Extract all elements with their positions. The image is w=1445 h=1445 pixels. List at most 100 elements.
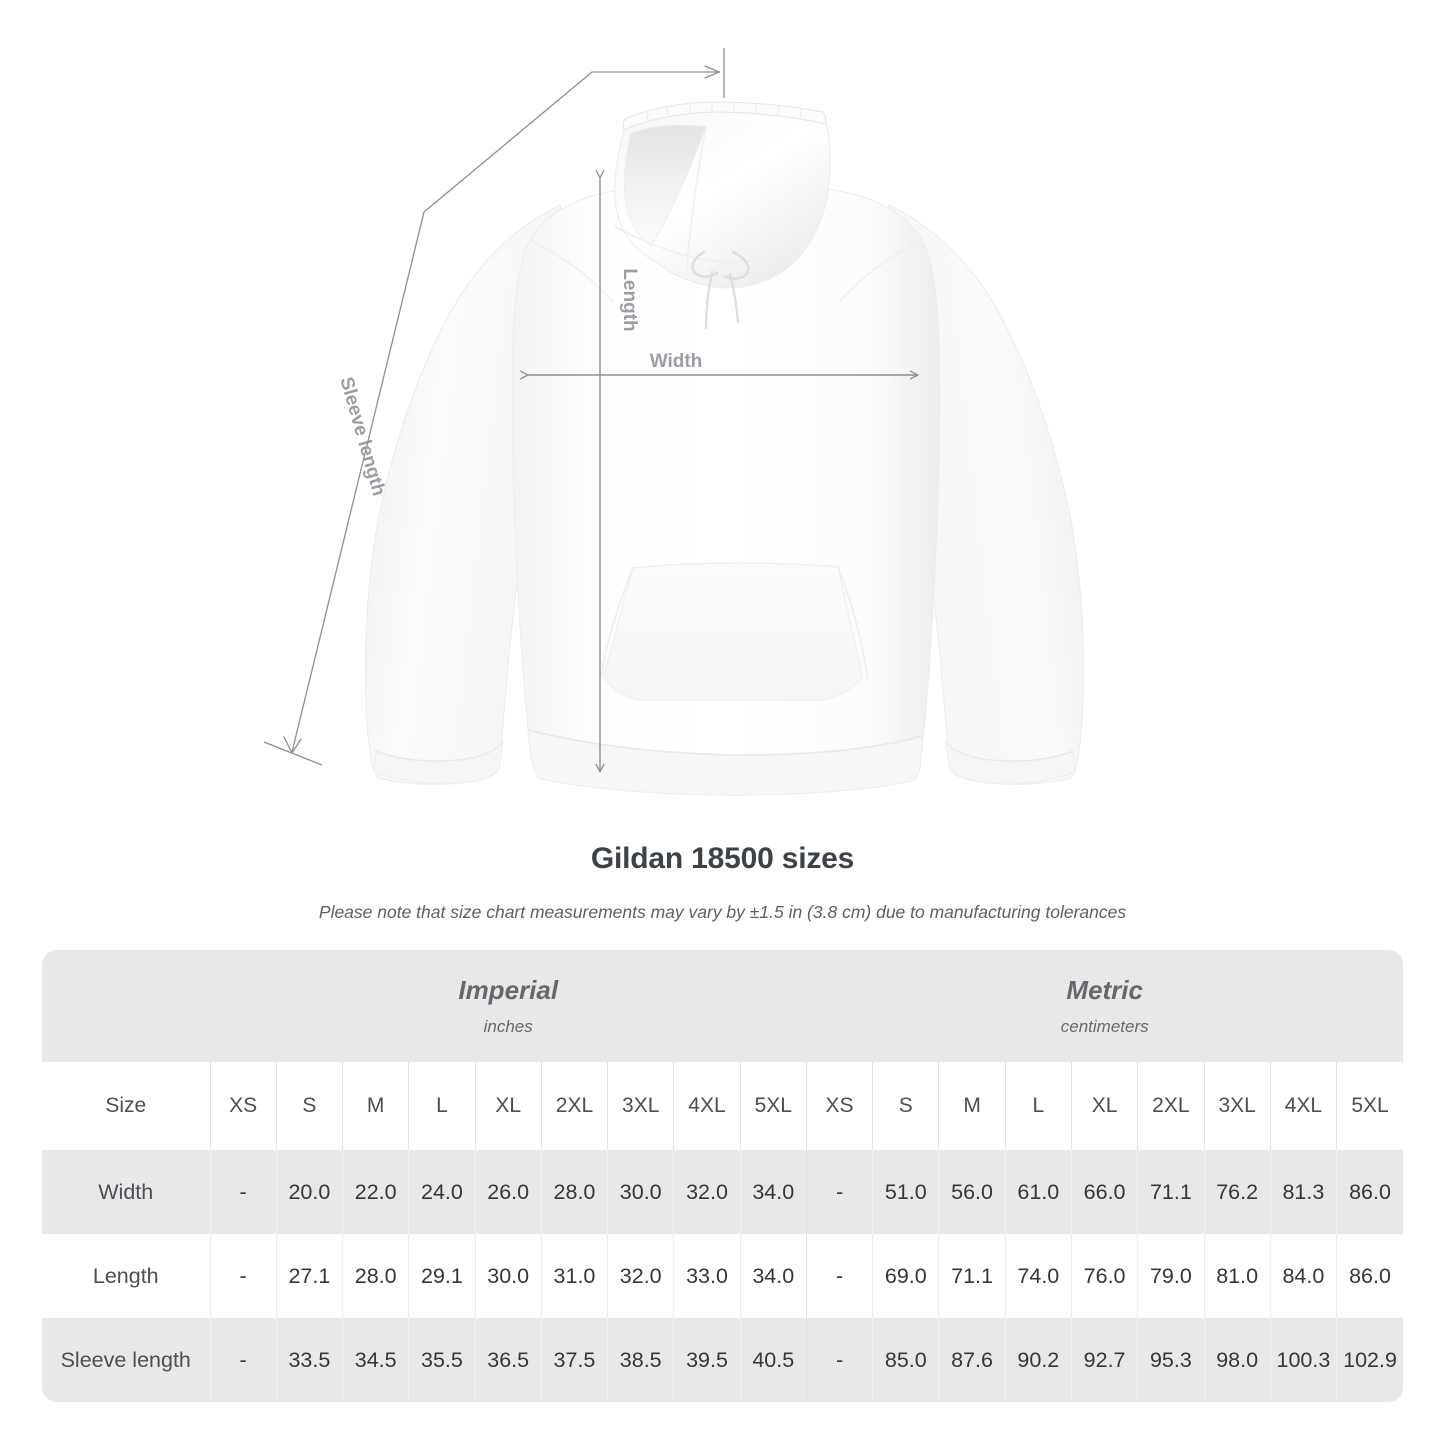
- cell-width-imperial-5: 28.0: [540, 1150, 608, 1234]
- kangaroo-pocket: [603, 562, 863, 701]
- header-metric-l: L: [1004, 1062, 1072, 1150]
- width-label: Width: [650, 351, 703, 372]
- table-row-sleeve-length: Sleeve length - 33.5 34.5 35.5 36.5 37.5…: [42, 1318, 1403, 1402]
- row-label-sleeve-length: Sleeve length: [42, 1318, 210, 1402]
- hood-top-edge: [622, 101, 827, 131]
- cell-length-metric-0: -: [805, 1234, 873, 1318]
- neckline-seam: [613, 225, 809, 263]
- right-shoulder-seam: [838, 239, 923, 303]
- table-row-width: Width - 20.0 22.0 24.0 26.0 28.0 30.0 32…: [42, 1150, 1403, 1234]
- header-imperial-xs: XS: [209, 1062, 277, 1150]
- unit-banner-spacer: [42, 950, 210, 1062]
- page-title: Gildan 18500 sizes: [590, 842, 855, 875]
- cell-sleeve-metric-0: -: [805, 1318, 873, 1402]
- cell-width-imperial-3: 24.0: [408, 1150, 476, 1234]
- cell-sleeve-metric-3: 90.2: [1004, 1318, 1072, 1402]
- cell-width-metric-2: 56.0: [938, 1150, 1006, 1234]
- cell-length-imperial-3: 29.1: [408, 1234, 476, 1318]
- header-size-label: Size: [42, 1062, 210, 1150]
- cell-length-imperial-2: 28.0: [342, 1234, 409, 1318]
- unit-name-metric: Metric: [1066, 974, 1143, 1005]
- title-block: Gildan 18500 sizes Please note that size…: [0, 840, 1445, 924]
- tolerance-note: Please note that size chart measurements…: [318, 902, 1127, 922]
- cell-sleeve-imperial-3: 35.5: [408, 1318, 476, 1402]
- cell-length-imperial-6: 32.0: [607, 1234, 674, 1318]
- row-label-width: Width: [42, 1150, 210, 1234]
- unit-cell-imperial: Imperial inches: [210, 950, 807, 1062]
- cell-sleeve-metric-6: 98.0: [1203, 1318, 1271, 1402]
- unit-banner-row: Imperial inches Metric centimeters: [42, 950, 1403, 1062]
- header-metric-m: M: [938, 1062, 1006, 1150]
- header-imperial-2xl: 2XL: [540, 1062, 608, 1150]
- table-row-length: Length - 27.1 28.0 29.1 30.0 31.0 32.0 3…: [42, 1234, 1403, 1318]
- cell-width-imperial-6: 30.0: [607, 1150, 674, 1234]
- header-imperial-3xl: 3XL: [607, 1062, 674, 1150]
- header-imperial-s: S: [275, 1062, 343, 1150]
- cell-length-imperial-5: 31.0: [540, 1234, 608, 1318]
- cell-sleeve-metric-8: 102.9: [1336, 1318, 1403, 1402]
- hoodie-garment: [365, 101, 1084, 796]
- sleeve-arrowhead-top: [704, 65, 720, 79]
- cell-sleeve-imperial-5: 37.5: [540, 1318, 608, 1402]
- cell-sleeve-imperial-4: 36.5: [474, 1318, 542, 1402]
- measurement-annotations: Length Width Sleeve length: [263, 48, 919, 773]
- header-metric-s: S: [872, 1062, 939, 1150]
- left-shoulder-seam: [529, 239, 614, 303]
- header-imperial-xl: XL: [474, 1062, 542, 1150]
- cell-width-imperial-7: 32.0: [673, 1150, 741, 1234]
- header-metric-xs: XS: [805, 1062, 873, 1150]
- cell-length-imperial-0: -: [209, 1234, 277, 1318]
- cell-width-metric-3: 61.0: [1004, 1150, 1072, 1234]
- hood-drawstring: [691, 250, 750, 330]
- sleeve-bottom-tick: [263, 741, 323, 766]
- hoodie-diagram-svg: Length Width Sleeve length: [263, 48, 1084, 796]
- cell-sleeve-imperial-6: 38.5: [607, 1318, 674, 1402]
- hood-inner-lining: [623, 124, 707, 247]
- cell-length-imperial-4: 30.0: [474, 1234, 542, 1318]
- header-metric-4xl: 4XL: [1269, 1062, 1337, 1150]
- cell-sleeve-metric-1: 85.0: [872, 1318, 939, 1402]
- cell-width-imperial-8: 34.0: [739, 1150, 807, 1234]
- unit-name-imperial: Imperial: [458, 974, 559, 1005]
- cell-width-metric-1: 51.0: [872, 1150, 939, 1234]
- hoodie-illustration: Length Width Sleeve length: [263, 48, 1084, 796]
- cell-length-metric-7: 84.0: [1269, 1234, 1337, 1318]
- cell-width-metric-7: 81.3: [1269, 1150, 1337, 1234]
- header-metric-5xl: 5XL: [1336, 1062, 1403, 1150]
- size-chart-table: Imperial inches Metric centimeters Size …: [42, 950, 1403, 1402]
- cell-width-metric-4: 66.0: [1070, 1150, 1138, 1234]
- cell-length-metric-1: 69.0: [872, 1234, 939, 1318]
- cell-width-imperial-1: 20.0: [275, 1150, 343, 1234]
- sleeve-length-label: Sleeve length: [335, 375, 389, 499]
- header-imperial-5xl: 5XL: [739, 1062, 807, 1150]
- unit-cell-metric: Metric centimeters: [806, 950, 1403, 1062]
- header-imperial-4xl: 4XL: [673, 1062, 741, 1150]
- header-metric-2xl: 2XL: [1137, 1062, 1204, 1150]
- cell-width-imperial-2: 22.0: [342, 1150, 409, 1234]
- cell-length-metric-6: 81.0: [1203, 1234, 1271, 1318]
- cell-sleeve-imperial-0: -: [209, 1318, 277, 1402]
- hood-ruche-lines: [646, 103, 802, 123]
- waistband-top-seam: [527, 729, 923, 756]
- header-metric-3xl: 3XL: [1203, 1062, 1271, 1150]
- unit-sub-imperial: inches: [483, 1016, 533, 1036]
- size-chart-table-wrap: Imperial inches Metric centimeters Size …: [42, 950, 1403, 1402]
- size-header-row: Size XS S M L XL 2XL 3XL 4XL 5XL XS S M …: [42, 1062, 1403, 1150]
- header-metric-xl: XL: [1070, 1062, 1138, 1150]
- cell-length-imperial-8: 34.0: [739, 1234, 807, 1318]
- cell-sleeve-imperial-8: 40.5: [739, 1318, 807, 1402]
- cell-sleeve-metric-4: 92.7: [1070, 1318, 1138, 1402]
- cell-sleeve-imperial-1: 33.5: [275, 1318, 343, 1402]
- cell-length-metric-3: 74.0: [1004, 1234, 1072, 1318]
- right-cuff-seam: [945, 741, 1074, 762]
- row-label-length: Length: [42, 1234, 210, 1318]
- header-imperial-l: L: [408, 1062, 476, 1150]
- cell-sleeve-imperial-7: 39.5: [673, 1318, 741, 1402]
- cell-width-metric-5: 71.1: [1137, 1150, 1204, 1234]
- left-cuff-seam: [375, 741, 504, 762]
- cell-sleeve-metric-5: 95.3: [1137, 1318, 1204, 1402]
- unit-sub-metric: centimeters: [1060, 1016, 1149, 1036]
- hood-center-crease: [686, 126, 707, 271]
- cell-sleeve-metric-7: 100.3: [1269, 1318, 1337, 1402]
- cell-sleeve-imperial-2: 34.5: [342, 1318, 409, 1402]
